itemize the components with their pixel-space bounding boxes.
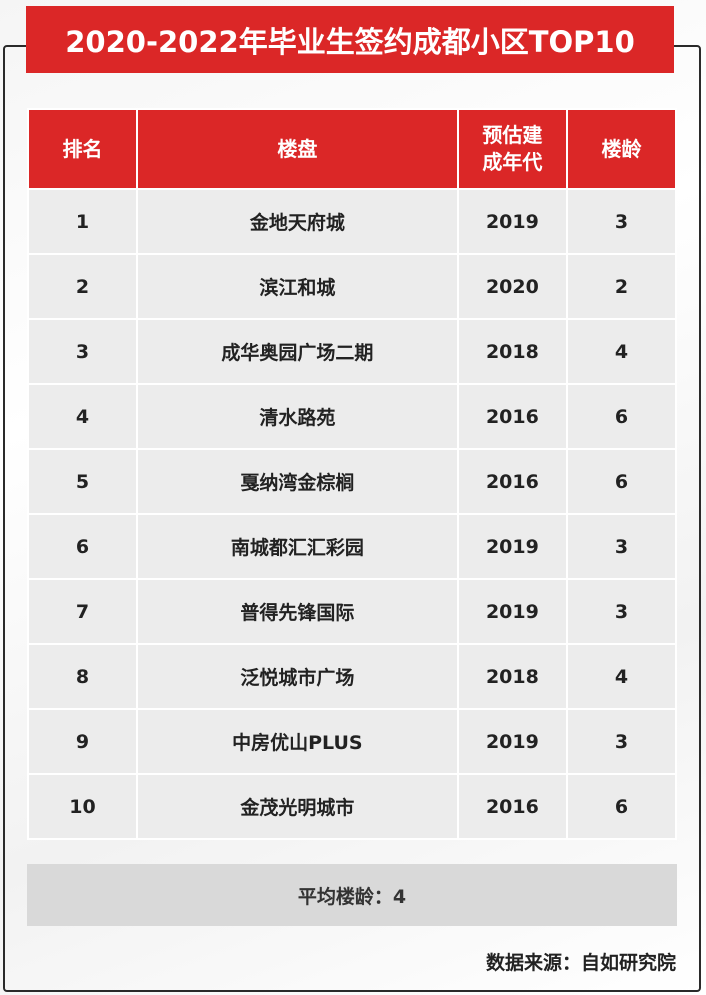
cell-year: 2019 [456, 708, 569, 775]
table-row: 8 泛悦城市广场 2018 4 [27, 643, 677, 710]
page-title: 2020-2022年毕业生签约成都小区TOP10 [26, 6, 674, 73]
table-row: 2 滨江和城 2020 2 [27, 253, 677, 320]
cell-name: 成华奥园广场二期 [136, 318, 459, 385]
cell-rank: 3 [27, 318, 138, 385]
cell-age: 2 [566, 253, 677, 320]
average-age-summary: 平均楼龄：4 [27, 864, 677, 926]
header-year-line1: 预估建 [482, 123, 543, 147]
cell-age: 3 [566, 578, 677, 645]
table-row: 3 成华奥园广场二期 2018 4 [27, 318, 677, 385]
cell-name: 滨江和城 [136, 253, 459, 320]
ranking-table: 排名 楼盘 预估建 成年代 楼龄 1 金地天府城 2019 3 2 滨江和城 2… [27, 108, 677, 840]
cell-year: 2019 [456, 513, 569, 580]
cell-year: 2020 [456, 253, 569, 320]
cell-age: 4 [566, 318, 677, 385]
data-source-note: 数据来源：自如研究院 [485, 952, 676, 974]
cell-age: 4 [566, 643, 677, 710]
cell-rank: 10 [27, 773, 138, 840]
header-year-line2: 成年代 [482, 150, 543, 174]
cell-year: 2016 [456, 383, 569, 450]
table-row: 6 南城都汇汇彩园 2019 3 [27, 513, 677, 580]
cell-rank: 9 [27, 708, 138, 775]
cell-age: 3 [566, 188, 677, 255]
cell-name: 泛悦城市广场 [136, 643, 459, 710]
cell-name: 中房优山PLUS [136, 708, 459, 775]
cell-age: 3 [566, 513, 677, 580]
cell-rank: 6 [27, 513, 138, 580]
table-header-row: 排名 楼盘 预估建 成年代 楼龄 [27, 108, 677, 190]
table-row: 7 普得先锋国际 2019 3 [27, 578, 677, 645]
cell-rank: 8 [27, 643, 138, 710]
cell-age: 3 [566, 708, 677, 775]
header-name: 楼盘 [136, 108, 459, 190]
cell-rank: 1 [27, 188, 138, 255]
cell-age: 6 [566, 773, 677, 840]
table-row: 5 戛纳湾金棕榈 2016 6 [27, 448, 677, 515]
cell-name: 金地天府城 [136, 188, 459, 255]
cell-name: 普得先锋国际 [136, 578, 459, 645]
cell-rank: 5 [27, 448, 138, 515]
cell-age: 6 [566, 383, 677, 450]
table-row: 1 金地天府城 2019 3 [27, 188, 677, 255]
cell-rank: 2 [27, 253, 138, 320]
cell-year: 2016 [456, 448, 569, 515]
header-rank: 排名 [27, 108, 138, 190]
table-row: 4 清水路苑 2016 6 [27, 383, 677, 450]
cell-year: 2019 [456, 188, 569, 255]
cell-rank: 7 [27, 578, 138, 645]
cell-year: 2018 [456, 318, 569, 385]
cell-year: 2018 [456, 643, 569, 710]
cell-name: 戛纳湾金棕榈 [136, 448, 459, 515]
cell-name: 南城都汇汇彩园 [136, 513, 459, 580]
cell-year: 2016 [456, 773, 569, 840]
cell-name: 清水路苑 [136, 383, 459, 450]
cell-age: 6 [566, 448, 677, 515]
cell-name: 金茂光明城市 [136, 773, 459, 840]
header-year: 预估建 成年代 [456, 108, 569, 190]
table-row: 9 中房优山PLUS 2019 3 [27, 708, 677, 775]
cell-rank: 4 [27, 383, 138, 450]
table-row: 10 金茂光明城市 2016 6 [27, 773, 677, 840]
header-age: 楼龄 [566, 108, 677, 190]
cell-year: 2019 [456, 578, 569, 645]
